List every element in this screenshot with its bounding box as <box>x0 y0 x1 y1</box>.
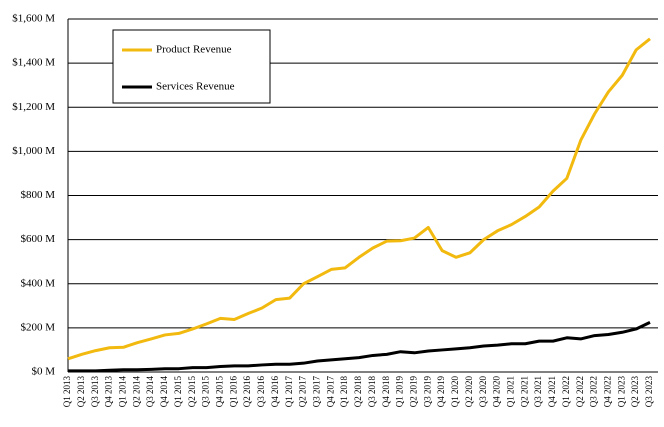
x-tick-label: Q2 2017 <box>298 376 308 408</box>
x-tick-label: Q1 2018 <box>339 376 349 408</box>
y-tick-label: $1,200 M <box>12 101 55 113</box>
x-tick-label: Q2 2016 <box>242 376 252 408</box>
x-tick-label: Q3 2020 <box>478 376 488 408</box>
y-tick-label: $600 M <box>20 233 55 245</box>
x-tick-label: Q1 2013 <box>62 376 72 408</box>
y-tick-label: $400 M <box>20 277 55 289</box>
x-tick-label: Q4 2020 <box>492 376 502 408</box>
x-tick-label: Q4 2021 <box>547 376 557 407</box>
x-tick-label: Q2 2021 <box>519 376 529 407</box>
x-tick-label: Q3 2016 <box>256 376 266 408</box>
y-tick-label: $0 M <box>31 366 55 378</box>
x-tick-label: Q2 2018 <box>353 376 363 408</box>
x-tick-label: Q1 2023 <box>616 376 626 408</box>
x-tick-label: Q2 2015 <box>187 376 197 408</box>
x-tick-label: Q1 2015 <box>173 376 183 408</box>
x-tick-label: Q4 2015 <box>214 376 224 408</box>
x-tick-label: Q4 2022 <box>602 376 612 407</box>
x-tick-label: Q1 2021 <box>505 376 515 407</box>
y-tick-label: $1,000 M <box>12 145 55 157</box>
x-tick-label: Q4 2013 <box>104 376 114 408</box>
x-tick-label: Q1 2014 <box>117 376 127 408</box>
x-tick-label: Q1 2022 <box>561 376 571 407</box>
x-tick-label: Q3 2017 <box>311 376 321 408</box>
y-tick-label: $1,400 M <box>12 57 55 69</box>
x-tick-label: Q1 2019 <box>395 376 405 408</box>
x-tick-label: Q1 2016 <box>228 376 238 408</box>
x-tick-label: Q2 2023 <box>630 376 640 408</box>
legend-label: Product Revenue <box>156 44 232 56</box>
x-tick-label: Q4 2016 <box>270 376 280 408</box>
legend-box <box>112 29 271 104</box>
x-tick-label: Q2 2014 <box>131 376 141 408</box>
line-series <box>67 37 651 361</box>
x-tick-label: Q3 2013 <box>90 376 100 408</box>
x-tick-label: Q3 2014 <box>145 376 155 408</box>
x-tick-label: Q3 2015 <box>201 376 211 408</box>
x-tick-label: Q3 2021 <box>533 376 543 407</box>
x-tick-label: Q3 2022 <box>589 376 599 407</box>
y-tick-label: $200 M <box>20 321 55 333</box>
x-tick-label: Q2 2013 <box>76 376 86 408</box>
line-series <box>68 321 651 373</box>
x-tick-label: Q2 2020 <box>464 376 474 408</box>
x-tick-label: Q2 2019 <box>408 376 418 408</box>
x-tick-label: Q2 2022 <box>575 376 585 407</box>
x-tick-label: Q4 2019 <box>436 376 446 408</box>
legend-label: Services Revenue <box>156 81 235 93</box>
x-tick-label: Q3 2018 <box>367 376 377 408</box>
y-tick-label: $1,600 M <box>12 13 55 25</box>
x-tick-label: Q3 2023 <box>644 376 654 408</box>
x-tick-label: Q4 2018 <box>381 376 391 408</box>
x-tick-label: Q3 2019 <box>422 376 432 408</box>
x-tick-label: Q4 2017 <box>325 376 335 408</box>
x-tick-label: Q1 2017 <box>284 376 294 408</box>
x-tick-label: Q1 2020 <box>450 376 460 408</box>
y-tick-label: $800 M <box>20 189 55 201</box>
x-tick-label: Q4 2014 <box>159 376 169 408</box>
